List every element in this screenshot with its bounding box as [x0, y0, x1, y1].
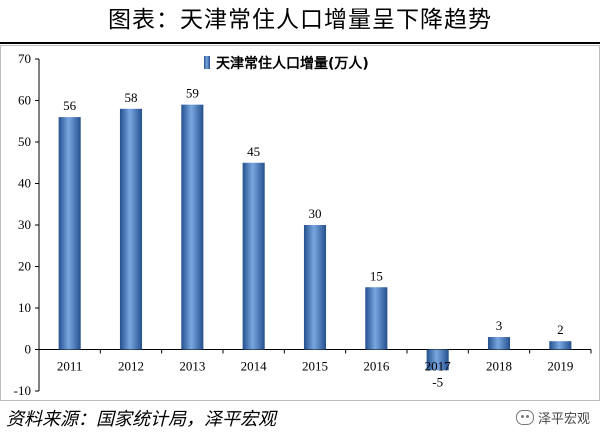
- title-underline: [0, 42, 600, 44]
- legend-label: 天津常住人口增量(万人): [216, 55, 369, 72]
- chart-title: 图表：天津常住人口增量呈下降趋势: [108, 7, 492, 33]
- x-tick-label: 2019: [547, 359, 573, 374]
- x-tick-label: 2018: [486, 359, 512, 374]
- data-label: 59: [186, 86, 199, 101]
- data-label: 3: [496, 318, 503, 333]
- data-label: 30: [309, 206, 322, 221]
- y-tick-label: 50: [18, 134, 31, 149]
- bar-2011: [58, 117, 81, 350]
- y-tick-label: 40: [18, 176, 31, 191]
- watermark-text: 泽平宏观: [537, 412, 590, 427]
- x-tick-label: 2013: [179, 359, 205, 374]
- bar-2019: [549, 341, 572, 350]
- y-tick-label: 60: [18, 93, 31, 108]
- data-label: 2: [557, 322, 564, 337]
- bar-2017: [426, 349, 449, 371]
- x-tick-label: 2015: [302, 359, 328, 374]
- source-note: 资料来源：国家统计局，泽平宏观: [6, 409, 276, 430]
- bar-2015: [303, 225, 327, 350]
- legend-swatch: [204, 56, 210, 69]
- y-tick-label: 70: [18, 51, 31, 66]
- bar-2014: [242, 162, 265, 350]
- data-label: 56: [63, 98, 77, 113]
- bar-2012: [119, 108, 143, 350]
- bar-2016: [365, 287, 388, 350]
- y-tick-label: 10: [18, 300, 31, 315]
- x-tick-label: 2011: [57, 359, 83, 374]
- x-tick-label: 2012: [118, 359, 144, 374]
- bar-chart: -10 0 10 20 30 40 50 60 70 2011 56 2012 58 2013 59 2014…: [14, 51, 592, 398]
- bar-2013: [181, 104, 204, 350]
- x-tick-label: 2017: [425, 359, 452, 374]
- y-tick-label: 20: [18, 259, 31, 274]
- watermark: 泽平宏观: [515, 408, 590, 427]
- chart-frame: -10 0 10 20 30 40 50 60 70 2011 56 2012 58 2013 59 2014…: [0, 45, 600, 401]
- bar-2018: [487, 337, 511, 350]
- x-tick-label: 2014: [241, 359, 268, 374]
- data-label: 15: [370, 268, 383, 283]
- y-tick-label: 0: [25, 342, 32, 357]
- y-tick-label: 30: [18, 217, 31, 232]
- wechat-icon: [515, 410, 534, 425]
- y-tick-label: -10: [14, 383, 31, 398]
- x-tick-label: 2016: [363, 359, 390, 374]
- data-label: 45: [247, 144, 260, 159]
- data-label: -5: [432, 374, 443, 389]
- data-label: 58: [125, 90, 138, 105]
